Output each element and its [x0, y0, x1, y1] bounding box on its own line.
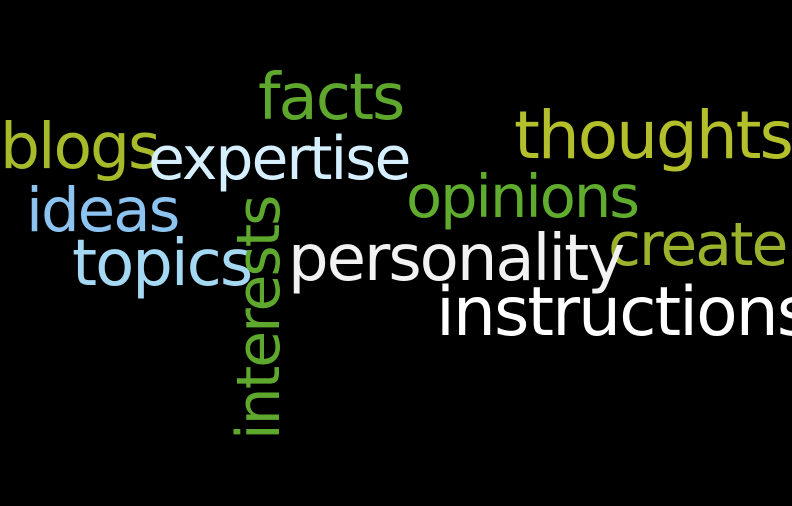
word-personality: personality [288, 222, 625, 296]
word-instructions: instructions [436, 273, 792, 352]
word-opinions: opinions [406, 162, 640, 231]
word-thoughts: thoughts [514, 97, 792, 174]
word-interests: interests [224, 196, 294, 440]
word-ideas: ideas [26, 175, 180, 246]
word-expertise: expertise [148, 124, 411, 194]
word-create: create [608, 210, 788, 280]
word-topics: topics [72, 227, 253, 301]
word-facts: facts [258, 61, 405, 135]
word-blogs: blogs [0, 110, 161, 183]
